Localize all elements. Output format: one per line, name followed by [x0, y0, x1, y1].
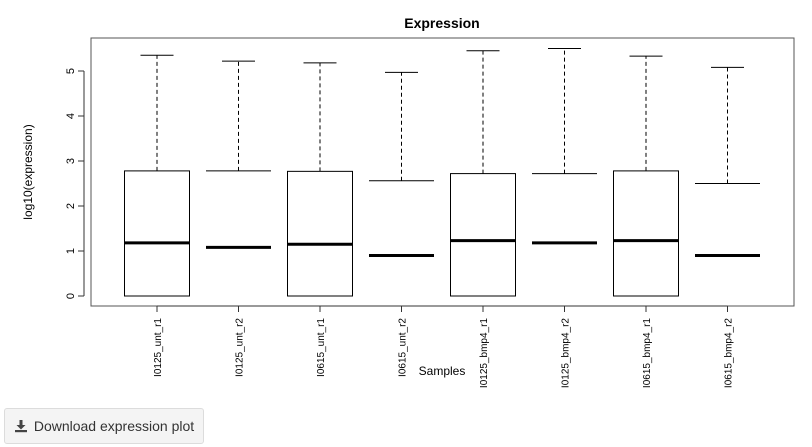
x-tick-label: I0125_unt_r1 [153, 318, 164, 377]
y-axis: 0 1 2 3 4 5 [65, 68, 85, 299]
iqr-box [287, 170, 353, 297]
x-tick-label: I0125_bmp4_r1 [479, 318, 490, 388]
box-6 [532, 48, 597, 245]
chart-title: Expression [404, 15, 479, 31]
x-tick-label: I0125_unt_r2 [235, 318, 246, 377]
box-5 [450, 50, 516, 297]
box-4 [369, 71, 434, 257]
y-axis-label: log10(expression) [21, 124, 35, 219]
y-tick-label: 4 [65, 113, 77, 119]
x-axis: I0125_unt_r1 I0125_unt_r2 I0615_unt_r1 I061… [153, 305, 735, 388]
y-tick-label: 3 [65, 158, 77, 164]
x-tick-label: I0615_bmp4_r2 [724, 318, 735, 388]
x-tick-label: I0615_bmp4_r1 [642, 318, 653, 388]
y-tick-label: 5 [65, 68, 77, 74]
download-icon [14, 419, 28, 433]
y-tick-label: 1 [65, 248, 77, 254]
plot-frame [90, 37, 795, 307]
x-axis-label: Samples [419, 364, 466, 378]
box-1 [124, 54, 190, 297]
y-tick-label: 0 [65, 293, 77, 299]
box-7 [613, 55, 679, 297]
box-2 [206, 60, 271, 249]
x-tick-label: I0615_unt_r1 [316, 318, 327, 377]
box-3 [287, 62, 353, 297]
x-tick-label: I0615_unt_r2 [398, 318, 409, 377]
box-8 [695, 66, 760, 257]
iqr-box [124, 170, 190, 297]
x-tick-label: I0125_bmp4_r2 [561, 318, 572, 388]
boxplot-series [124, 48, 760, 297]
download-button-label: Download expression plot [33, 418, 195, 434]
iqr-box [613, 170, 679, 297]
iqr-box [450, 173, 516, 297]
y-tick-label: 2 [65, 203, 77, 209]
download-expression-plot-button[interactable]: Download expression plot [4, 408, 204, 444]
